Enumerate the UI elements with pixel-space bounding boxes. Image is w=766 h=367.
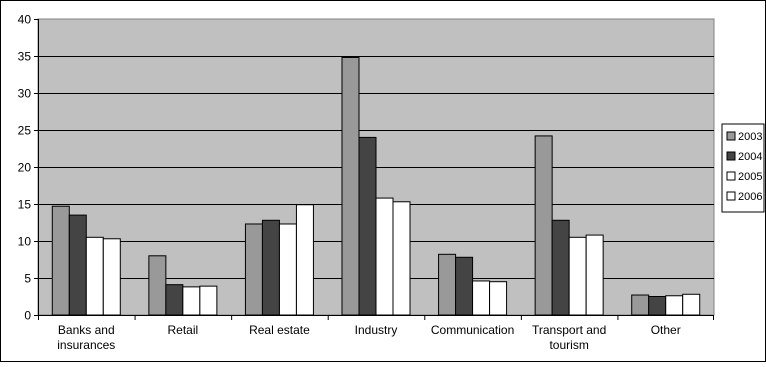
bar <box>102 238 121 316</box>
bars-layer <box>51 56 701 316</box>
y-tick-label: 40 <box>18 13 32 27</box>
x-tick-label-line: insurances <box>57 338 115 352</box>
y-tick-label: 5 <box>24 272 31 286</box>
y-tick-label: 35 <box>18 50 32 64</box>
bar <box>278 223 297 316</box>
y-tick-label: 10 <box>18 235 32 249</box>
x-tick-label: Transport and tourism <box>532 323 606 352</box>
legend: 2003 2004 2005 2006 <box>721 123 765 213</box>
bar <box>148 255 167 316</box>
bar <box>585 234 604 316</box>
x-tick-label: Banks and insurances <box>57 323 115 352</box>
bar <box>489 281 508 316</box>
legend-label: 2003 <box>738 131 762 143</box>
bar <box>472 280 491 316</box>
legend-label: 2006 <box>738 191 762 203</box>
y-tick-label: 20 <box>18 161 32 175</box>
bar <box>182 286 201 316</box>
y-tick-label: 15 <box>18 198 32 212</box>
x-tick-label-line: Other <box>651 323 681 337</box>
x-tick-label: Retail <box>168 323 199 337</box>
y-tick-label: 25 <box>18 124 32 138</box>
x-tick-label: Industry <box>355 323 398 337</box>
legend-label: 2005 <box>738 171 762 183</box>
bar <box>665 295 684 316</box>
legend-swatch <box>726 131 736 141</box>
y-tick-label: 30 <box>18 87 32 101</box>
bar <box>341 56 360 316</box>
bar <box>568 236 587 316</box>
x-tick-label-line: Retail <box>168 323 199 337</box>
bar <box>244 223 263 316</box>
x-tick-label-line: Industry <box>355 323 398 337</box>
x-tick-label-line: Real estate <box>249 323 310 337</box>
bar <box>682 293 701 316</box>
x-tick-label: Other <box>651 323 681 337</box>
bar <box>358 136 377 316</box>
x-tick-label: Real estate <box>249 323 310 337</box>
bar <box>438 253 457 316</box>
bar <box>165 284 184 316</box>
bar <box>85 236 104 316</box>
x-tick-label-line: Communication <box>431 323 514 337</box>
legend-swatch <box>726 171 736 181</box>
bar <box>199 285 218 316</box>
bar <box>295 204 314 316</box>
bar <box>68 214 87 316</box>
bar <box>455 256 474 316</box>
y-tick-label: 0 <box>24 309 31 323</box>
bar <box>551 219 570 316</box>
bar <box>534 135 553 316</box>
x-tick-label-line: Transport and <box>532 323 606 337</box>
x-tick-label-line: tourism <box>549 338 588 352</box>
bar <box>631 294 650 316</box>
bar <box>648 296 667 316</box>
bar <box>392 201 411 316</box>
legend-swatch <box>726 151 736 161</box>
x-tick-label-line: Banks and <box>58 323 115 337</box>
legend-swatch <box>726 191 736 201</box>
legend-label: 2004 <box>738 151 762 163</box>
bar <box>261 219 280 316</box>
bar <box>51 205 70 316</box>
axes: 0 5 10 15 20 25 30 35 40 Banks and insurances Retai… <box>18 13 714 352</box>
x-tick-label: Communication <box>431 323 514 337</box>
bar <box>375 197 394 316</box>
